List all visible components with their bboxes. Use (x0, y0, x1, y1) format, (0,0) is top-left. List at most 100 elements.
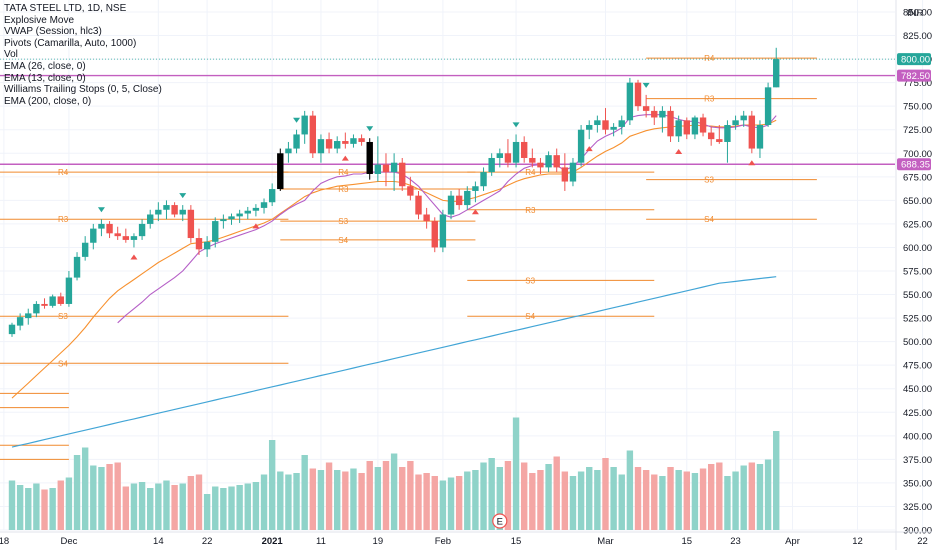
volume-bar (480, 462, 487, 530)
volume-bar (504, 461, 512, 530)
chart-title: TATA STEEL LTD, 1D, NSE (4, 3, 127, 14)
candle-body (73, 256, 81, 278)
pivot-label: R4 (58, 168, 69, 177)
stop-marker-up (252, 223, 260, 229)
candle-body (260, 202, 268, 208)
volume-bar (350, 468, 357, 530)
y-tick-label: 625.00 (903, 219, 932, 230)
volume-bar (122, 486, 130, 530)
volume-bar (317, 470, 325, 530)
volume-bar (415, 474, 422, 530)
x-tick-label: Apr (785, 536, 800, 547)
candle-body (602, 120, 609, 130)
y-tick-label: 850.00 (903, 8, 932, 19)
volume-bar (399, 467, 406, 530)
indicator-vwap[interactable]: VWAP (Session, hlc3) (4, 26, 102, 38)
volume-bar (618, 474, 625, 530)
pivot-label: R3 (704, 95, 715, 104)
volume-bar (342, 471, 349, 530)
x-tick-label: 15 (682, 536, 693, 547)
volume-bar (309, 468, 317, 530)
volume-bar (626, 450, 634, 530)
y-tick-label: 750.00 (903, 102, 932, 113)
indicator-ema13[interactable]: EMA (13, close, 0) (4, 72, 86, 84)
indicator-williams-trailing-stops[interactable]: Williams Trailing Stops (0, 5, Close) (4, 84, 162, 96)
stop-marker-up (675, 148, 683, 154)
volume-bar (325, 462, 333, 530)
volume-bar (675, 470, 682, 530)
candle-body (553, 155, 560, 168)
candle-body (667, 110, 674, 137)
y-tick-label: 450.00 (903, 384, 932, 395)
indicator-ema26[interactable]: EMA (26, close, 0) (4, 60, 86, 72)
indicator-volume[interactable]: Vol (4, 49, 18, 61)
currency-label: INR (907, 8, 924, 19)
volume-bar (33, 483, 40, 530)
y-tick-label: 600.00 (903, 243, 932, 254)
chart-legend: TATA STEEL LTD, 1D, NSE Explosive Move V… (4, 3, 162, 107)
y-tick-label: 475.00 (903, 361, 932, 372)
x-tick-label: 2021 (262, 536, 284, 547)
volume-bar (577, 471, 585, 530)
pivot-label: S3 (704, 176, 714, 185)
volume-bar (90, 465, 97, 530)
volume-bar (464, 471, 471, 530)
indicator-pivots[interactable]: Pivots (Camarilla, Auto, 1000) (4, 37, 137, 49)
candle-body (732, 120, 739, 126)
candle-body (41, 303, 48, 306)
volume-bar (252, 482, 260, 530)
earnings-badge-label: E (497, 517, 503, 528)
volume-bar (529, 473, 536, 530)
volume-bar (228, 486, 235, 530)
candle-body (488, 157, 495, 173)
candle-body (439, 214, 447, 248)
volume-bar (277, 471, 284, 530)
candle-body (81, 242, 89, 257)
candle-body (447, 195, 455, 215)
candle-body (293, 134, 300, 149)
indicator-ema200[interactable]: EMA (200, close, 0) (4, 95, 92, 107)
y-tick-label: 700.00 (903, 149, 932, 160)
candle-body (431, 221, 438, 248)
volume-bar (203, 494, 211, 530)
pivot-label: R4 (704, 54, 715, 63)
candle-body (220, 219, 227, 222)
volume-bar (610, 467, 617, 530)
volume-bar (155, 483, 162, 530)
volume-bar (651, 474, 658, 530)
chart-grid (0, 0, 924, 531)
indicator-explosive-move[interactable]: Explosive Move (4, 14, 75, 26)
x-tick-label: 19 (373, 536, 384, 547)
price-tag (897, 158, 931, 171)
ema200-line (11, 276, 777, 448)
candle-body (236, 213, 243, 217)
pivot-label: S3 (58, 312, 68, 321)
stop-marker-down (293, 117, 301, 123)
candle-body (675, 120, 682, 137)
candle-body (464, 190, 471, 206)
candle-body (106, 223, 113, 234)
y-tick-label: 825.00 (903, 31, 932, 42)
volume-bar (390, 453, 398, 530)
candle-body (350, 138, 357, 144)
candle-body (285, 148, 292, 154)
volume-bar (748, 462, 756, 530)
volume-bar (220, 488, 227, 530)
volume-bar (423, 473, 430, 530)
candle-body (594, 120, 601, 126)
volume-bar (106, 464, 113, 530)
candle-body (49, 296, 56, 306)
pivot-levels: R4 R3 S3 S4 R4 R3 S3 S4 R4 R3 S3 S4 R4 R3 S3 S4 (0, 54, 817, 460)
candle-body (130, 236, 138, 240)
candle-body (252, 207, 260, 211)
candle-body (155, 209, 162, 215)
volume-bar (496, 467, 503, 530)
pivot-label: R4 (338, 168, 349, 177)
candle-body (65, 277, 73, 304)
candle-body (187, 209, 195, 239)
stop-marker-up (585, 146, 593, 152)
candle-body (618, 120, 625, 127)
volume-bar (179, 483, 186, 530)
volume-bar (212, 486, 219, 530)
